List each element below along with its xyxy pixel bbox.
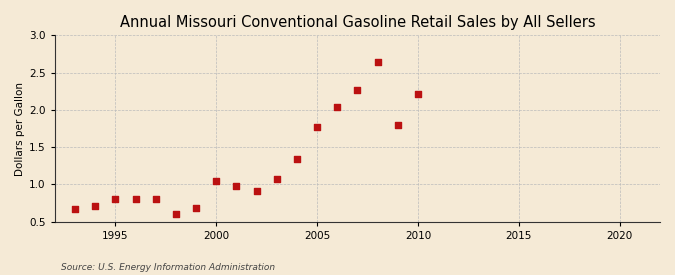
Point <box>271 177 282 182</box>
Point <box>251 189 262 193</box>
Point <box>171 211 182 216</box>
Point <box>151 197 161 202</box>
Title: Annual Missouri Conventional Gasoline Retail Sales by All Sellers: Annual Missouri Conventional Gasoline Re… <box>119 15 595 30</box>
Point <box>352 87 362 92</box>
Point <box>312 125 323 129</box>
Point <box>70 207 80 211</box>
Point <box>211 178 221 183</box>
Point <box>332 105 343 109</box>
Point <box>190 206 201 210</box>
Text: Source: U.S. Energy Information Administration: Source: U.S. Energy Information Administ… <box>61 263 275 272</box>
Point <box>130 196 141 201</box>
Point <box>110 197 121 202</box>
Point <box>372 60 383 64</box>
Point <box>292 157 302 161</box>
Y-axis label: Dollars per Gallon: Dollars per Gallon <box>15 81 25 175</box>
Point <box>412 92 423 97</box>
Point <box>90 204 101 208</box>
Point <box>231 184 242 188</box>
Point <box>392 123 403 127</box>
